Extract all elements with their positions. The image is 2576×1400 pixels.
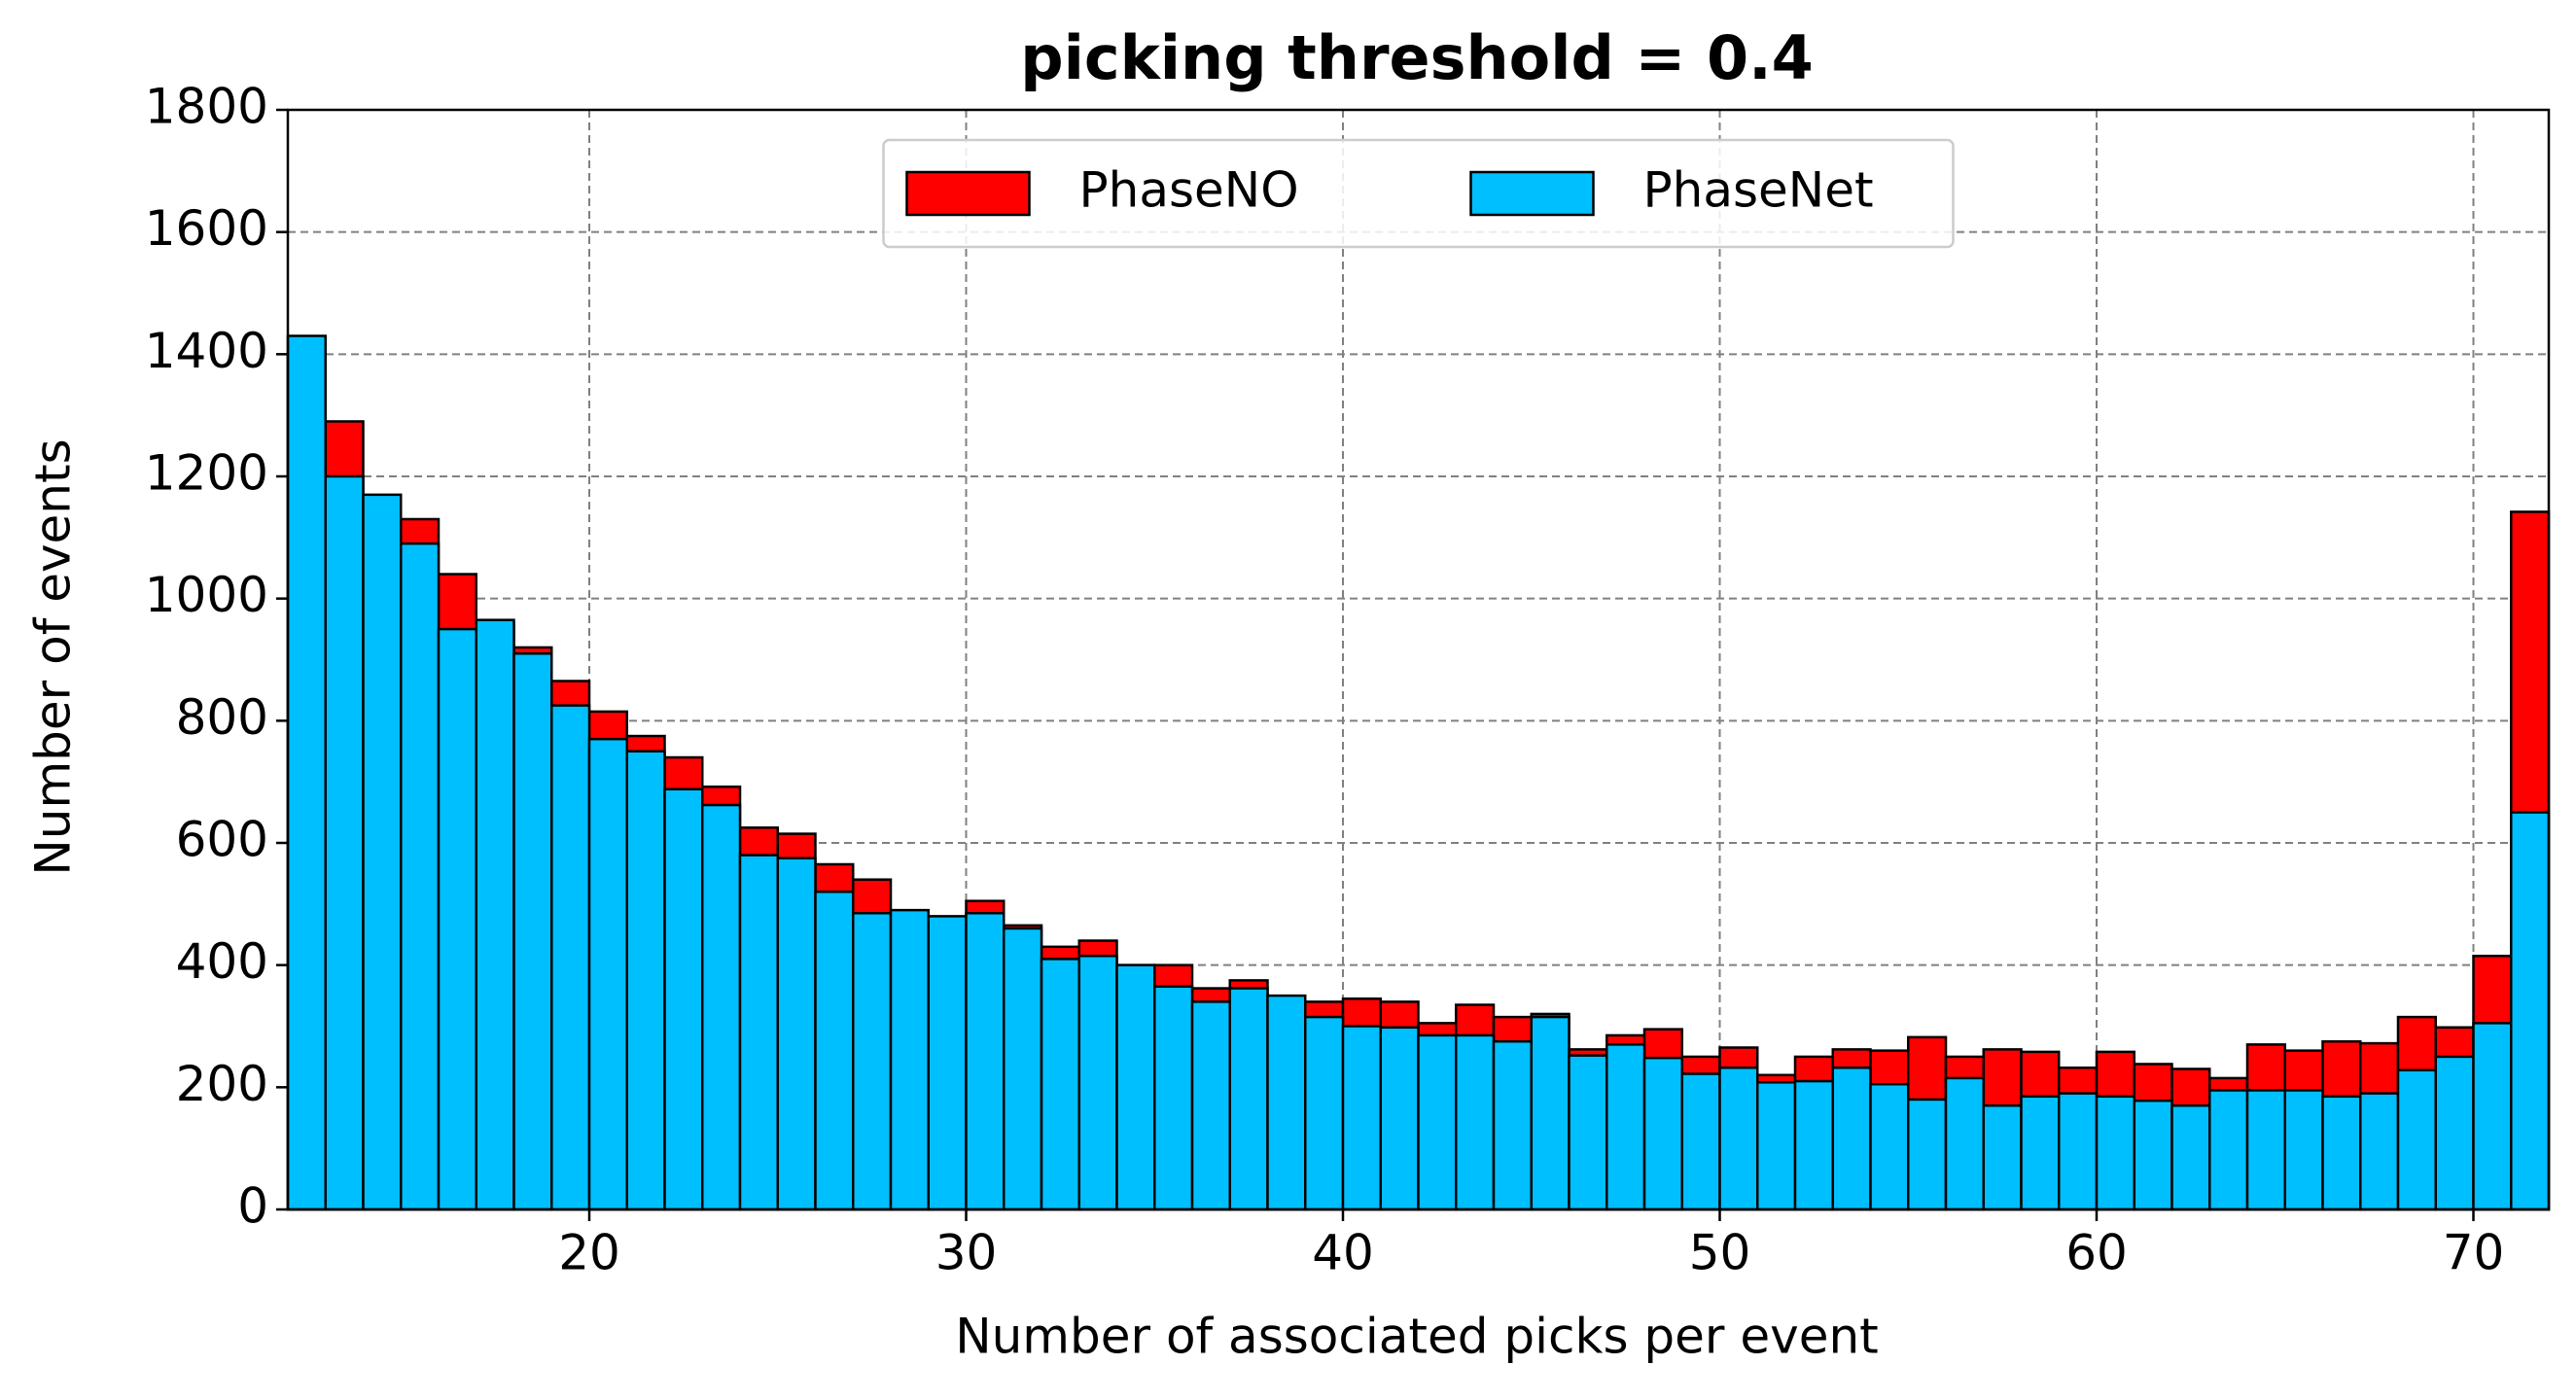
y-tick-label: 400 <box>176 933 268 990</box>
histogram-bar <box>1642 1056 1683 1211</box>
histogram-bar <box>1680 1072 1721 1211</box>
x-axis-label: Number of associated picks per event <box>955 1309 1879 1365</box>
histogram-bar <box>889 908 930 1211</box>
histogram-bar <box>1153 985 1194 1211</box>
histogram-bar <box>1455 1033 1496 1211</box>
histogram-bar <box>2133 1099 2173 1211</box>
x-tick-label: 50 <box>1689 1225 1751 1281</box>
y-tick-label: 1200 <box>145 445 268 502</box>
x-tick-label: 20 <box>558 1225 620 1281</box>
histogram-bar <box>1568 1054 1608 1211</box>
histogram-bar <box>2359 1092 2400 1211</box>
histogram-bar <box>2058 1092 2099 1211</box>
legend-swatch <box>905 170 1031 217</box>
legend-label: PhaseNO <box>1079 162 1299 219</box>
histogram-bar <box>1530 1015 1570 1211</box>
histogram-bar <box>776 857 817 1211</box>
histogram-bar <box>437 627 477 1211</box>
y-tick-label: 1600 <box>145 200 268 257</box>
histogram-bar <box>1793 1079 1834 1211</box>
y-tick-label: 800 <box>176 689 268 746</box>
histogram-bar <box>625 750 666 1211</box>
histogram-bar <box>1190 1000 1231 1211</box>
histogram-bar <box>2434 1055 2475 1211</box>
histogram-bar <box>1228 987 1269 1211</box>
legend-swatch <box>1469 170 1595 217</box>
y-tick-label: 1400 <box>145 323 268 379</box>
histogram-bar <box>587 737 628 1211</box>
histogram-bar <box>475 618 515 1211</box>
x-tick-label: 60 <box>2065 1225 2128 1281</box>
histogram-bar <box>2170 1103 2211 1211</box>
histogram-bar <box>1341 1025 1382 1211</box>
y-tick-label: 1000 <box>145 567 268 623</box>
histogram-bar <box>852 912 893 1211</box>
histogram-bar <box>927 915 968 1211</box>
histogram-bar <box>2510 811 2551 1211</box>
histogram-bar <box>701 803 742 1211</box>
chart-title: picking threshold = 0.4 <box>1020 22 1814 93</box>
histogram-bar <box>1982 1103 2023 1211</box>
histogram-bar <box>1417 1033 1458 1211</box>
histogram-bar <box>1266 994 1307 1211</box>
histogram-bar <box>663 788 704 1211</box>
histogram-bar <box>965 912 1006 1211</box>
y-tick-label: 600 <box>176 812 268 868</box>
histogram-bar <box>1115 963 1156 1211</box>
histogram-bar <box>2208 1089 2249 1211</box>
legend-label: PhaseNet <box>1643 162 1874 219</box>
histogram-bar <box>2245 1089 2286 1211</box>
histogram-bar <box>2396 1068 2437 1211</box>
x-tick-label: 30 <box>935 1225 998 1281</box>
y-tick-label: 0 <box>237 1178 268 1235</box>
x-tick-label: 40 <box>1312 1225 1374 1281</box>
histogram-bar <box>2095 1095 2135 1211</box>
x-tick-label: 70 <box>2443 1225 2505 1281</box>
plot-area: 0 200 400 600 800 1000 1200 1400 1600 1800 20 30 40 5… <box>145 79 2551 1281</box>
histogram-bar <box>1077 954 1118 1211</box>
histogram-bar <box>400 542 441 1211</box>
histogram-bar <box>1040 958 1080 1211</box>
histogram-bar <box>2283 1089 2324 1211</box>
histogram-bar <box>738 854 779 1211</box>
histogram-bar <box>1831 1066 1872 1211</box>
y-tick-label: 1800 <box>145 79 268 135</box>
y-tick-label: 200 <box>176 1056 268 1112</box>
histogram-bar <box>1718 1066 1759 1211</box>
histogram-bar <box>1944 1076 1985 1211</box>
histogram-bar <box>286 334 327 1211</box>
histogram-bar <box>2472 1022 2513 1211</box>
histogram-bar <box>2321 1095 2362 1211</box>
plot-frame <box>286 108 2551 1211</box>
histogram-bar <box>1869 1082 1910 1211</box>
legend-box <box>882 138 1955 249</box>
histogram-bar <box>362 493 403 1211</box>
histogram-bar <box>512 651 553 1211</box>
histogram-bar <box>1379 1026 1420 1211</box>
y-axis-label: Number of events <box>25 438 82 875</box>
histogram-bar <box>1756 1081 1797 1211</box>
histogram-bar <box>2020 1095 2061 1211</box>
histogram-bar <box>814 891 855 1211</box>
histogram-bar <box>1492 1039 1533 1211</box>
histogram-bar <box>1606 1043 1646 1211</box>
histogram-bar <box>1003 927 1043 1211</box>
histogram-bar <box>550 704 591 1211</box>
histogram-bar <box>1304 1015 1345 1211</box>
histogram-bar <box>324 474 365 1211</box>
histogram-bar <box>1907 1098 1948 1211</box>
